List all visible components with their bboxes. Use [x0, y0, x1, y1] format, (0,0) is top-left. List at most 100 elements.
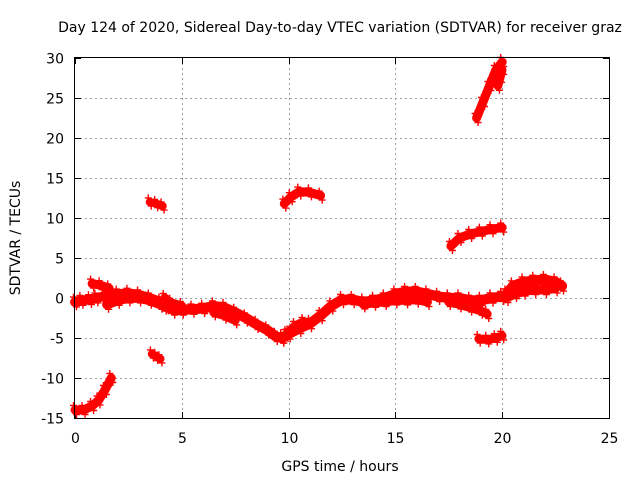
series-band — [493, 65, 507, 91]
data-point — [521, 292, 529, 300]
data-point — [297, 192, 305, 200]
data-point — [497, 327, 505, 335]
series-band — [474, 331, 507, 344]
series-arc-1 — [70, 370, 117, 418]
data-point — [298, 314, 306, 321]
tick-marks — [75, 58, 610, 419]
data-point — [126, 299, 134, 307]
data-point — [476, 339, 484, 347]
x-axis-label: GPS time / hours — [281, 459, 398, 475]
data-point — [465, 299, 473, 307]
y-axis-label: SDTVAR / TECUs — [8, 181, 24, 296]
data-point — [433, 287, 441, 295]
data-point — [171, 311, 179, 319]
data-point — [422, 285, 430, 293]
x-tick-labels: 0 5 10 15 20 25 — [71, 431, 618, 447]
series-arc-17 — [492, 62, 508, 94]
data-point — [102, 391, 110, 398]
data-point — [318, 196, 326, 204]
grid-lines — [75, 58, 609, 418]
data-point — [307, 325, 315, 333]
data-point — [281, 326, 289, 333]
data-point — [498, 78, 506, 86]
series-band — [502, 283, 561, 303]
data-point — [473, 331, 481, 338]
data-point — [154, 204, 162, 212]
data-point — [422, 294, 430, 301]
data-point — [318, 317, 326, 325]
data-point — [198, 299, 206, 307]
series-arc-5 — [144, 194, 168, 214]
data-point — [560, 287, 568, 295]
data-point — [166, 294, 174, 302]
data-point — [475, 302, 483, 310]
series-arc-18 — [473, 327, 508, 348]
data-point — [208, 304, 216, 312]
data-point — [251, 315, 259, 323]
data-point — [115, 301, 123, 309]
data-point — [478, 232, 486, 240]
data-point — [70, 402, 77, 409]
data-point — [169, 303, 177, 311]
y-tick-label: 0 — [55, 292, 64, 308]
data-point — [293, 327, 301, 334]
data-point — [542, 291, 550, 298]
data-point — [550, 280, 558, 288]
data-point — [443, 294, 451, 301]
series-band — [446, 223, 507, 251]
data-point — [500, 70, 508, 78]
data-point — [454, 289, 462, 297]
data-point — [285, 189, 293, 197]
data-point — [337, 291, 344, 298]
data-point — [495, 86, 503, 94]
chart-title: Day 124 of 2020, Sidereal Day-to-day VTE… — [58, 20, 622, 36]
data-point — [445, 238, 453, 245]
data-point — [147, 301, 155, 309]
series-band — [282, 317, 309, 339]
data-point — [201, 310, 209, 317]
x-tick-label: 20 — [494, 431, 512, 447]
data-point — [475, 223, 483, 231]
plot-frame — [74, 57, 610, 419]
data-point — [487, 87, 495, 94]
data-point — [465, 291, 473, 299]
series-band — [209, 307, 240, 325]
x-tick-label: 0 — [71, 431, 80, 447]
data-point — [529, 282, 537, 289]
data-point — [90, 284, 98, 292]
data-point — [151, 196, 159, 203]
data-point — [486, 289, 494, 297]
data-point — [468, 235, 476, 242]
data-point — [104, 280, 112, 288]
data-point — [95, 277, 103, 285]
data-point — [500, 336, 508, 344]
data-point — [107, 289, 115, 297]
data-point — [105, 305, 113, 313]
data-point — [123, 289, 131, 297]
data-point — [489, 230, 497, 238]
data-point — [159, 290, 167, 297]
data-point — [485, 315, 493, 322]
data-point — [489, 299, 497, 307]
series-arc-16 — [471, 54, 508, 126]
data-point — [510, 286, 518, 293]
data-point — [480, 103, 488, 110]
data-point — [162, 307, 170, 315]
data-point — [98, 286, 106, 294]
data-point — [557, 277, 565, 285]
data-point — [219, 299, 227, 306]
data-point — [393, 301, 401, 309]
data-point — [90, 407, 98, 414]
series-band — [358, 295, 432, 309]
data-point — [93, 392, 101, 400]
data-point — [326, 297, 334, 305]
data-point — [284, 335, 292, 342]
data-point — [158, 359, 166, 367]
data-point — [230, 312, 238, 320]
data-point — [240, 309, 248, 317]
data-point — [482, 331, 490, 339]
data-point — [155, 351, 163, 359]
y-tick-label: 10 — [46, 212, 64, 228]
data-point — [504, 299, 512, 306]
data-point — [87, 275, 95, 283]
